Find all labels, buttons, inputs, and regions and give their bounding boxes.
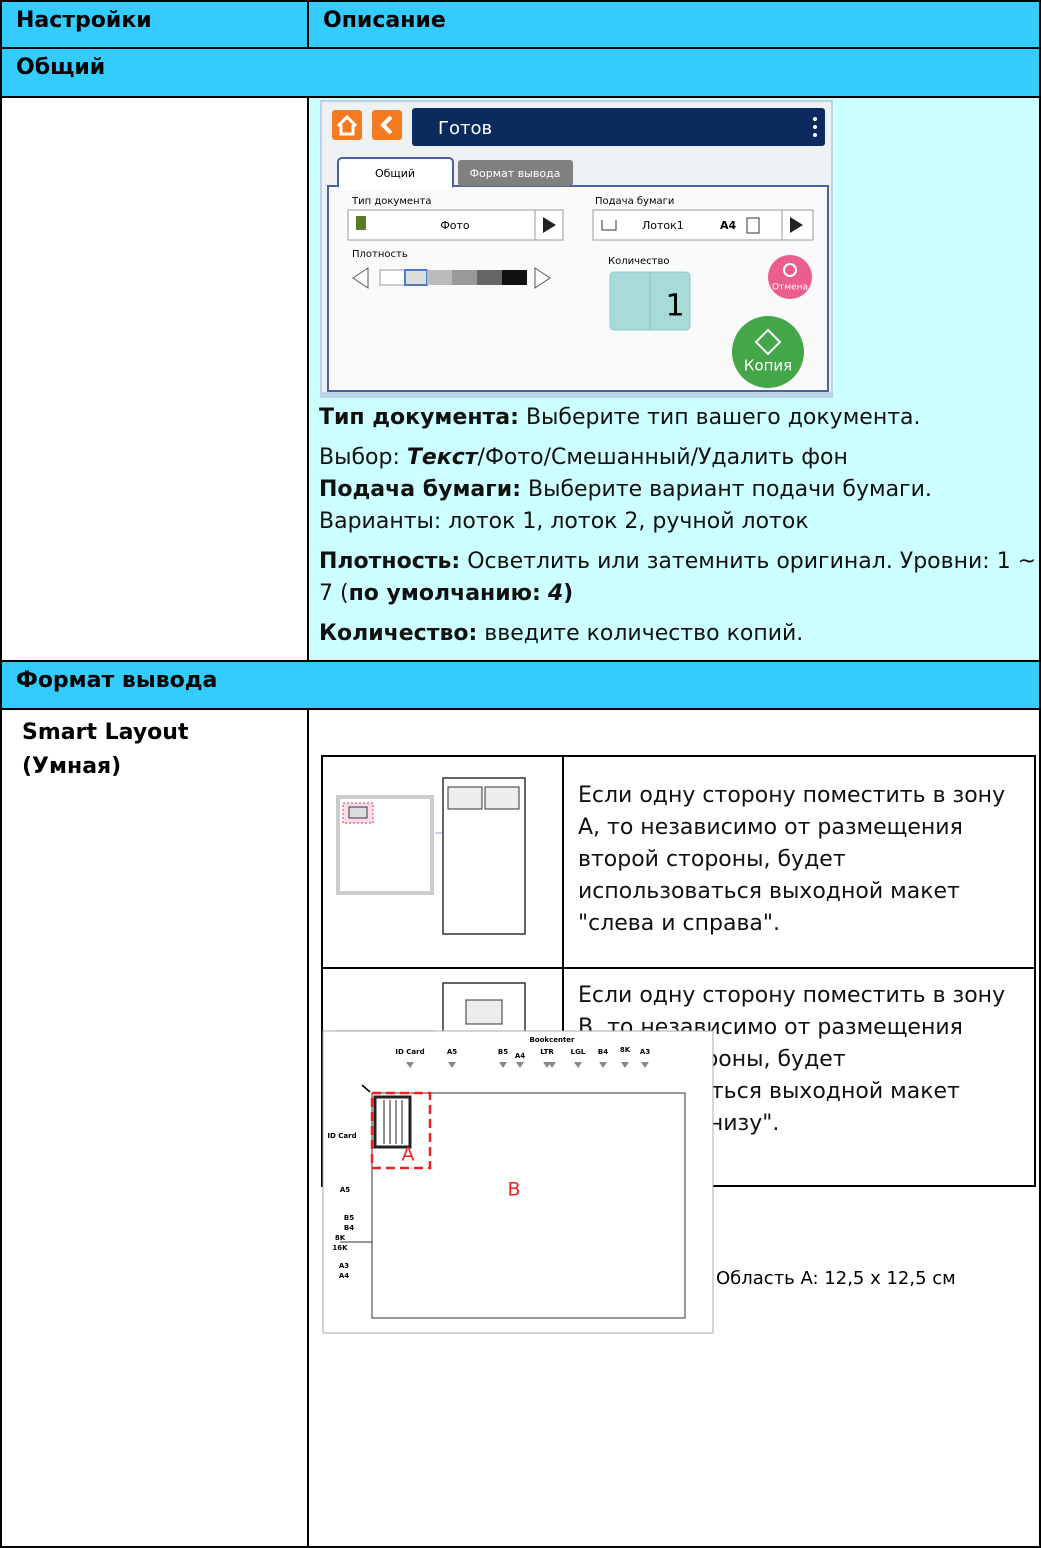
size-label: ID Card xyxy=(327,1132,356,1140)
term: 4 xyxy=(547,581,564,606)
text: введите количество копий. xyxy=(484,621,804,646)
area-note: Область A: 12,5 x 12,5 см xyxy=(716,1268,956,1289)
field-value: A4 xyxy=(720,219,737,232)
size-label: B5 xyxy=(498,1048,508,1056)
device-screen: Готов Общий Формат вывода Тип документа … xyxy=(320,100,833,398)
field-label: Плотность xyxy=(352,249,408,260)
size-label: A5 xyxy=(447,1048,457,1056)
case-divider xyxy=(562,755,564,1187)
term: Текст xyxy=(406,445,478,470)
term: ) xyxy=(563,581,574,606)
layout-diagram: A B ID Card A5 B5 A4 Bookcenter LTR LGL B4 8K A3 I… xyxy=(322,1030,714,1334)
settings-cell xyxy=(0,96,309,662)
text: Выберите тип вашего документа. xyxy=(525,405,921,430)
size-marker xyxy=(406,1062,414,1068)
size-label: A5 xyxy=(340,1186,350,1194)
zone-label: A xyxy=(402,1144,415,1166)
size-label: 8K xyxy=(335,1234,346,1242)
text: Выбор: xyxy=(319,445,400,470)
size-marker xyxy=(599,1062,607,1068)
size-marker xyxy=(448,1062,456,1068)
size-label: LTR xyxy=(540,1048,554,1056)
section-title: Общий xyxy=(0,47,1041,98)
field-value[interactable]: Фото xyxy=(440,219,470,232)
quantity[interactable]: 1 xyxy=(665,289,684,324)
size-marker xyxy=(516,1062,524,1068)
size-label: B4 xyxy=(598,1048,608,1056)
cancel-button[interactable]: Отмена xyxy=(772,283,808,293)
copy-button[interactable]: Копия xyxy=(744,357,792,375)
section-title: Формат вывода xyxy=(0,660,1041,710)
case-text: Если одну сторону поместить в зону А, то… xyxy=(578,783,1006,936)
size-label: A3 xyxy=(640,1048,650,1056)
size-marker xyxy=(641,1062,649,1068)
size-label: A4 xyxy=(515,1052,525,1060)
text: Осветлить или затемнить оригинал. Уровни… xyxy=(319,549,1037,606)
header-settings: Настройки xyxy=(0,0,309,49)
size-marker xyxy=(621,1062,629,1068)
setting-name: Smart Layout (Умная) xyxy=(22,720,189,779)
field-label: Количество xyxy=(608,256,670,267)
term: Плотность: xyxy=(319,549,461,574)
size-marker xyxy=(574,1062,582,1068)
header-description: Описание xyxy=(307,0,1041,49)
size-label: 16K xyxy=(332,1244,348,1252)
case-illustration xyxy=(336,777,526,935)
settings-cell: Smart Layout (Умная) xyxy=(0,708,309,1548)
description-text: Тип документа: Выберите тип вашего докум… xyxy=(319,402,1039,658)
status: Готов xyxy=(438,118,492,139)
field-label: Подача бумаги xyxy=(595,196,674,207)
size-label: Bookcenter xyxy=(529,1036,575,1044)
size-label: B5 xyxy=(344,1214,354,1222)
term: по умолчанию: xyxy=(348,581,541,606)
size-marker xyxy=(499,1062,507,1068)
zone-label: B xyxy=(507,1179,520,1201)
tab[interactable]: Формат вывода xyxy=(470,167,561,180)
term: Подача бумаги: xyxy=(319,477,521,502)
size-label: A3 xyxy=(339,1262,349,1270)
tab[interactable]: Общий xyxy=(375,167,415,180)
size-marker xyxy=(543,1062,551,1068)
text: /Фото/Смешанный/Удалить фон xyxy=(477,445,848,470)
size-label: B4 xyxy=(344,1224,354,1232)
size-label: ID Card xyxy=(395,1048,424,1056)
case-divider xyxy=(321,967,1036,969)
text: Выберите вариант подачи бумаги. Варианты… xyxy=(319,477,932,534)
size-label: LGL xyxy=(571,1048,586,1056)
term: Количество: xyxy=(319,621,478,646)
size-label: 8K xyxy=(620,1046,631,1054)
size-label: A4 xyxy=(339,1272,349,1280)
term: Тип документа: xyxy=(319,405,519,430)
field-label: Тип документа xyxy=(351,196,432,207)
field-value[interactable]: Лоток1 xyxy=(642,219,684,232)
